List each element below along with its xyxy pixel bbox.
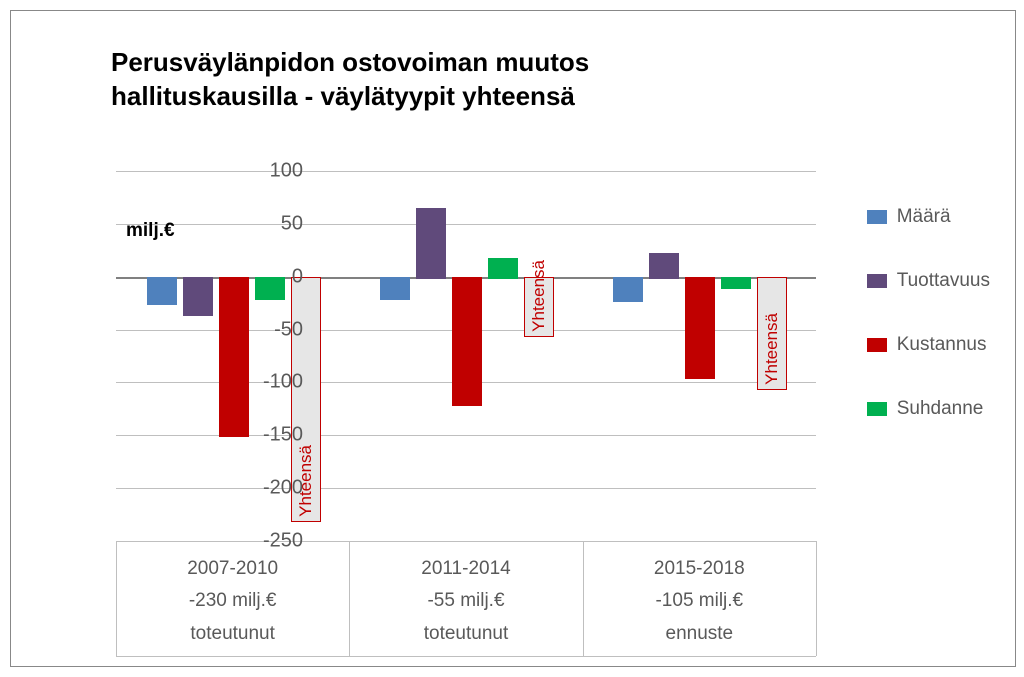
amount-label: -230 milj.€ <box>116 585 349 617</box>
legend-item-tuottavuus: Tuottavuus <box>867 270 990 292</box>
x-axis-label: 2015-2018-105 milj.€ennuste <box>583 553 816 650</box>
legend-item-suhdanne: Suhdanne <box>867 398 990 420</box>
legend-swatch <box>867 274 887 288</box>
bar-kustannus <box>219 277 249 438</box>
chart-container: Perusväylänpidon ostovoiman muutos halli… <box>10 10 1016 667</box>
bar-kustannus <box>685 277 715 379</box>
y-tick-label: -200 <box>243 477 303 500</box>
legend-swatch <box>867 402 887 416</box>
x-axis-label: 2007-2010-230 milj.€toteutunut <box>116 553 349 650</box>
bar-tuottavuus <box>416 208 446 279</box>
bar-suhdanne <box>721 277 751 290</box>
legend-item-kustannus: Kustannus <box>867 334 990 356</box>
bar-tuottavuus <box>183 277 213 316</box>
yhteensa-label: Yhteensä <box>762 313 782 385</box>
period-label: 2015-2018 <box>583 553 816 585</box>
bar-tuottavuus <box>649 253 679 278</box>
amount-label: -55 milj.€ <box>349 585 582 617</box>
yhteensa-label: Yhteensä <box>529 260 549 332</box>
y-tick-label: 0 <box>243 265 303 288</box>
legend-label: Tuottavuus <box>897 270 990 292</box>
unit-label: milj.€ <box>126 220 175 242</box>
status-label: ennuste <box>583 618 816 650</box>
grid-line <box>116 224 816 225</box>
bar-maara <box>380 277 410 300</box>
grid-line <box>116 488 816 489</box>
legend: Määrä Tuottavuus Kustannus Suhdanne <box>867 206 990 462</box>
legend-label: Määrä <box>897 206 951 228</box>
title-line1: Perusväylänpidon ostovoiman muutos <box>111 47 589 77</box>
period-label: 2007-2010 <box>116 553 349 585</box>
bar-maara <box>613 277 643 302</box>
amount-label: -105 milj.€ <box>583 585 816 617</box>
x-axis-label: 2011-2014-55 milj.€toteutunut <box>349 553 582 650</box>
y-tick-label: -50 <box>243 318 303 341</box>
title-line2: hallituskausilla - väylätyypit yhteensä <box>111 81 575 111</box>
y-tick-label: 100 <box>243 160 303 183</box>
bar-suhdanne <box>488 258 518 279</box>
legend-label: Suhdanne <box>897 398 984 420</box>
period-label: 2011-2014 <box>349 553 582 585</box>
bar-yhteensa: Yhteensä <box>757 277 787 390</box>
y-tick-label: -250 <box>243 530 303 553</box>
y-tick-label: 50 <box>243 212 303 235</box>
legend-item-maara: Määrä <box>867 206 990 228</box>
x-label-bottom-border <box>116 656 816 657</box>
legend-swatch <box>867 210 887 224</box>
plot-area: YhteensäYhteensäYhteensä <box>116 171 816 541</box>
status-label: toteutunut <box>349 618 582 650</box>
grid-line <box>116 541 816 542</box>
bar-kustannus <box>452 277 482 406</box>
bar-yhteensa: Yhteensä <box>524 277 554 337</box>
y-tick-label: -150 <box>243 424 303 447</box>
y-tick-label: -100 <box>243 371 303 394</box>
legend-label: Kustannus <box>897 334 987 356</box>
bar-maara <box>147 277 177 305</box>
status-label: toteutunut <box>116 618 349 650</box>
chart-title: Perusväylänpidon ostovoiman muutos halli… <box>111 46 589 114</box>
group-divider <box>816 541 817 656</box>
grid-line <box>116 171 816 172</box>
legend-swatch <box>867 338 887 352</box>
